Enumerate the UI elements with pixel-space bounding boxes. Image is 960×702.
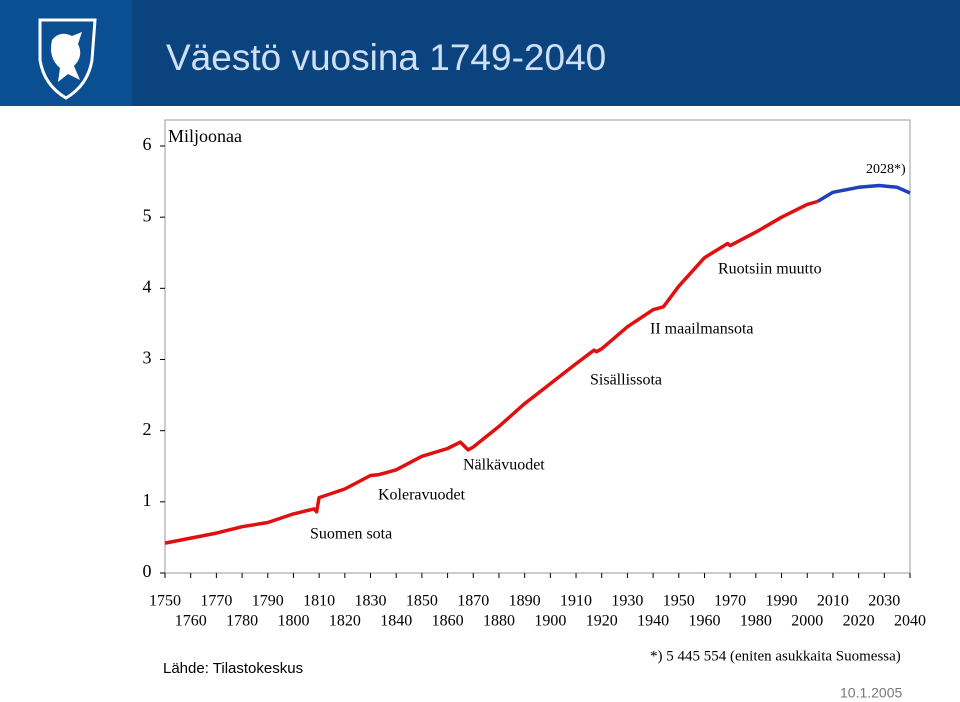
x-tick-label: 2000 [791,613,823,630]
annotation: Suomen sota [310,526,392,543]
x-tick-label: 1840 [380,613,412,630]
annotation: Nälkävuodet [463,457,545,474]
x-tick-label: 1930 [611,593,643,610]
x-tick-label: 2040 [894,613,926,630]
annotation: Ruotsiin muutto [718,261,822,278]
plot-frame [164,119,911,574]
x-tick-label: 1990 [766,593,798,610]
logo [38,18,97,100]
x-tick-label: 1860 [432,613,464,630]
annotation: 2028*) [866,162,906,177]
y-tick-label: 0 [143,561,152,581]
x-tick-label: 1750 [149,593,181,610]
y-tick-label: 1 [143,490,152,510]
date: 10.1.2005 [840,685,902,701]
y-tick-label: 6 [143,134,152,154]
x-tick-label: 1780 [226,613,258,630]
y-axis-unit: Miljoonaa [168,126,242,146]
annotation: Koleravuodet [378,487,466,504]
slide-title: Väestö vuosina 1749-2040 [166,37,606,78]
data-line [816,183,911,204]
x-tick-label: 1980 [740,613,772,630]
x-tick-label: 1760 [175,613,207,630]
x-tick-label: 1830 [355,593,387,610]
header-band [0,0,960,106]
y-tick-label: 4 [143,276,152,296]
y-tick-label: 5 [143,205,152,225]
x-tick-label: 1960 [688,613,720,630]
x-tick-label: 1810 [303,593,335,610]
footnote: *) 5 445 554 (eniten asukkaita Suomessa) [650,648,901,664]
x-tick-label: 1820 [329,613,361,630]
annotation: II maailmansota [650,321,754,338]
x-tick-label: 2010 [817,593,849,610]
x-tick-label: 1940 [637,613,669,630]
source-note: Lähde: Tilastokeskus [163,660,303,677]
x-tick-label: 1770 [200,593,232,610]
x-tick-label: 1970 [714,593,746,610]
x-tick-label: 1800 [277,613,309,630]
y-tick-label: 3 [143,348,152,368]
x-tick-label: 1790 [252,593,284,610]
data-line [164,199,818,545]
y-tick-label: 2 [143,419,152,439]
x-tick-label: 1920 [586,613,618,630]
annotation: Sisällissota [590,372,662,389]
x-tick-label: 1950 [663,593,695,610]
x-tick-label: 2020 [843,613,875,630]
x-tick-label: 2030 [868,593,900,610]
x-tick-label: 1870 [457,593,489,610]
x-tick-label: 1890 [509,593,541,610]
x-tick-label: 1910 [560,593,592,610]
x-tick-label: 1900 [534,613,566,630]
x-tick-label: 1850 [406,593,438,610]
x-tick-label: 1880 [483,613,515,630]
